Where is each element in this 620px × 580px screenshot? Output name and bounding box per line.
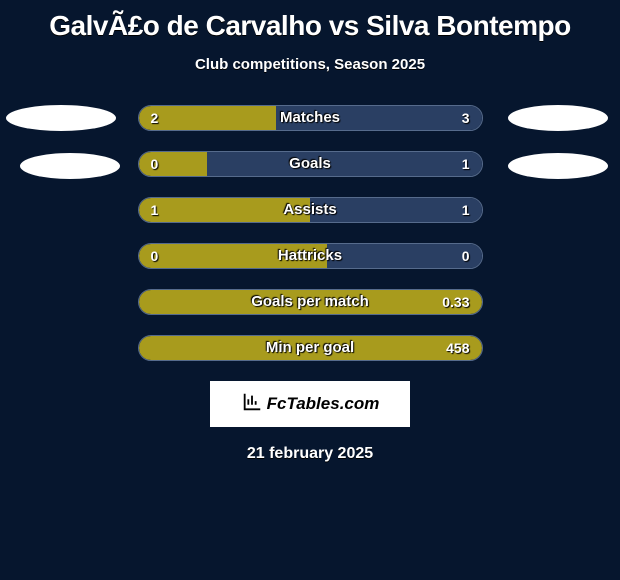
bar-matches-right-val: 3 [462, 106, 470, 130]
bar-hattricks-right-val: 0 [462, 244, 470, 268]
logo-text: FcTables.com [267, 394, 380, 414]
comparison-subtitle: Club competitions, Season 2025 [0, 56, 620, 73]
player-left-ellipse-1 [6, 105, 116, 131]
bar-hattricks-label: Hattricks [139, 244, 482, 268]
player-right-ellipse-1 [508, 105, 608, 131]
bar-hattricks: 0 Hattricks 0 [138, 243, 483, 269]
player-right-ellipse-2 [508, 153, 608, 179]
bar-mpg-right-val: 458 [446, 336, 469, 360]
bars-container: 2 Matches 3 0 Goals 1 1 Assists 1 0 Hatt… [138, 105, 483, 361]
bar-mpg-label: Min per goal [139, 336, 482, 360]
bar-assists-label: Assists [139, 198, 482, 222]
bar-goals: 0 Goals 1 [138, 151, 483, 177]
footer-date: 21 february 2025 [0, 445, 620, 463]
chart-stage: 2 Matches 3 0 Goals 1 1 Assists 1 0 Hatt… [0, 105, 620, 361]
bar-gpm: Goals per match 0.33 [138, 289, 483, 315]
footer-logo: FcTables.com [210, 381, 410, 427]
bar-assists: 1 Assists 1 [138, 197, 483, 223]
bar-goals-label: Goals [139, 152, 482, 176]
bar-assists-right-val: 1 [462, 198, 470, 222]
comparison-title: GalvÃ£o de Carvalho vs Silva Bontempo [0, 0, 620, 42]
bar-mpg: Min per goal 458 [138, 335, 483, 361]
chart-icon [241, 391, 263, 418]
bar-matches: 2 Matches 3 [138, 105, 483, 131]
bar-matches-label: Matches [139, 106, 482, 130]
bar-gpm-right-val: 0.33 [442, 290, 469, 314]
bar-gpm-label: Goals per match [139, 290, 482, 314]
bar-goals-right-val: 1 [462, 152, 470, 176]
player-left-ellipse-2 [20, 153, 120, 179]
